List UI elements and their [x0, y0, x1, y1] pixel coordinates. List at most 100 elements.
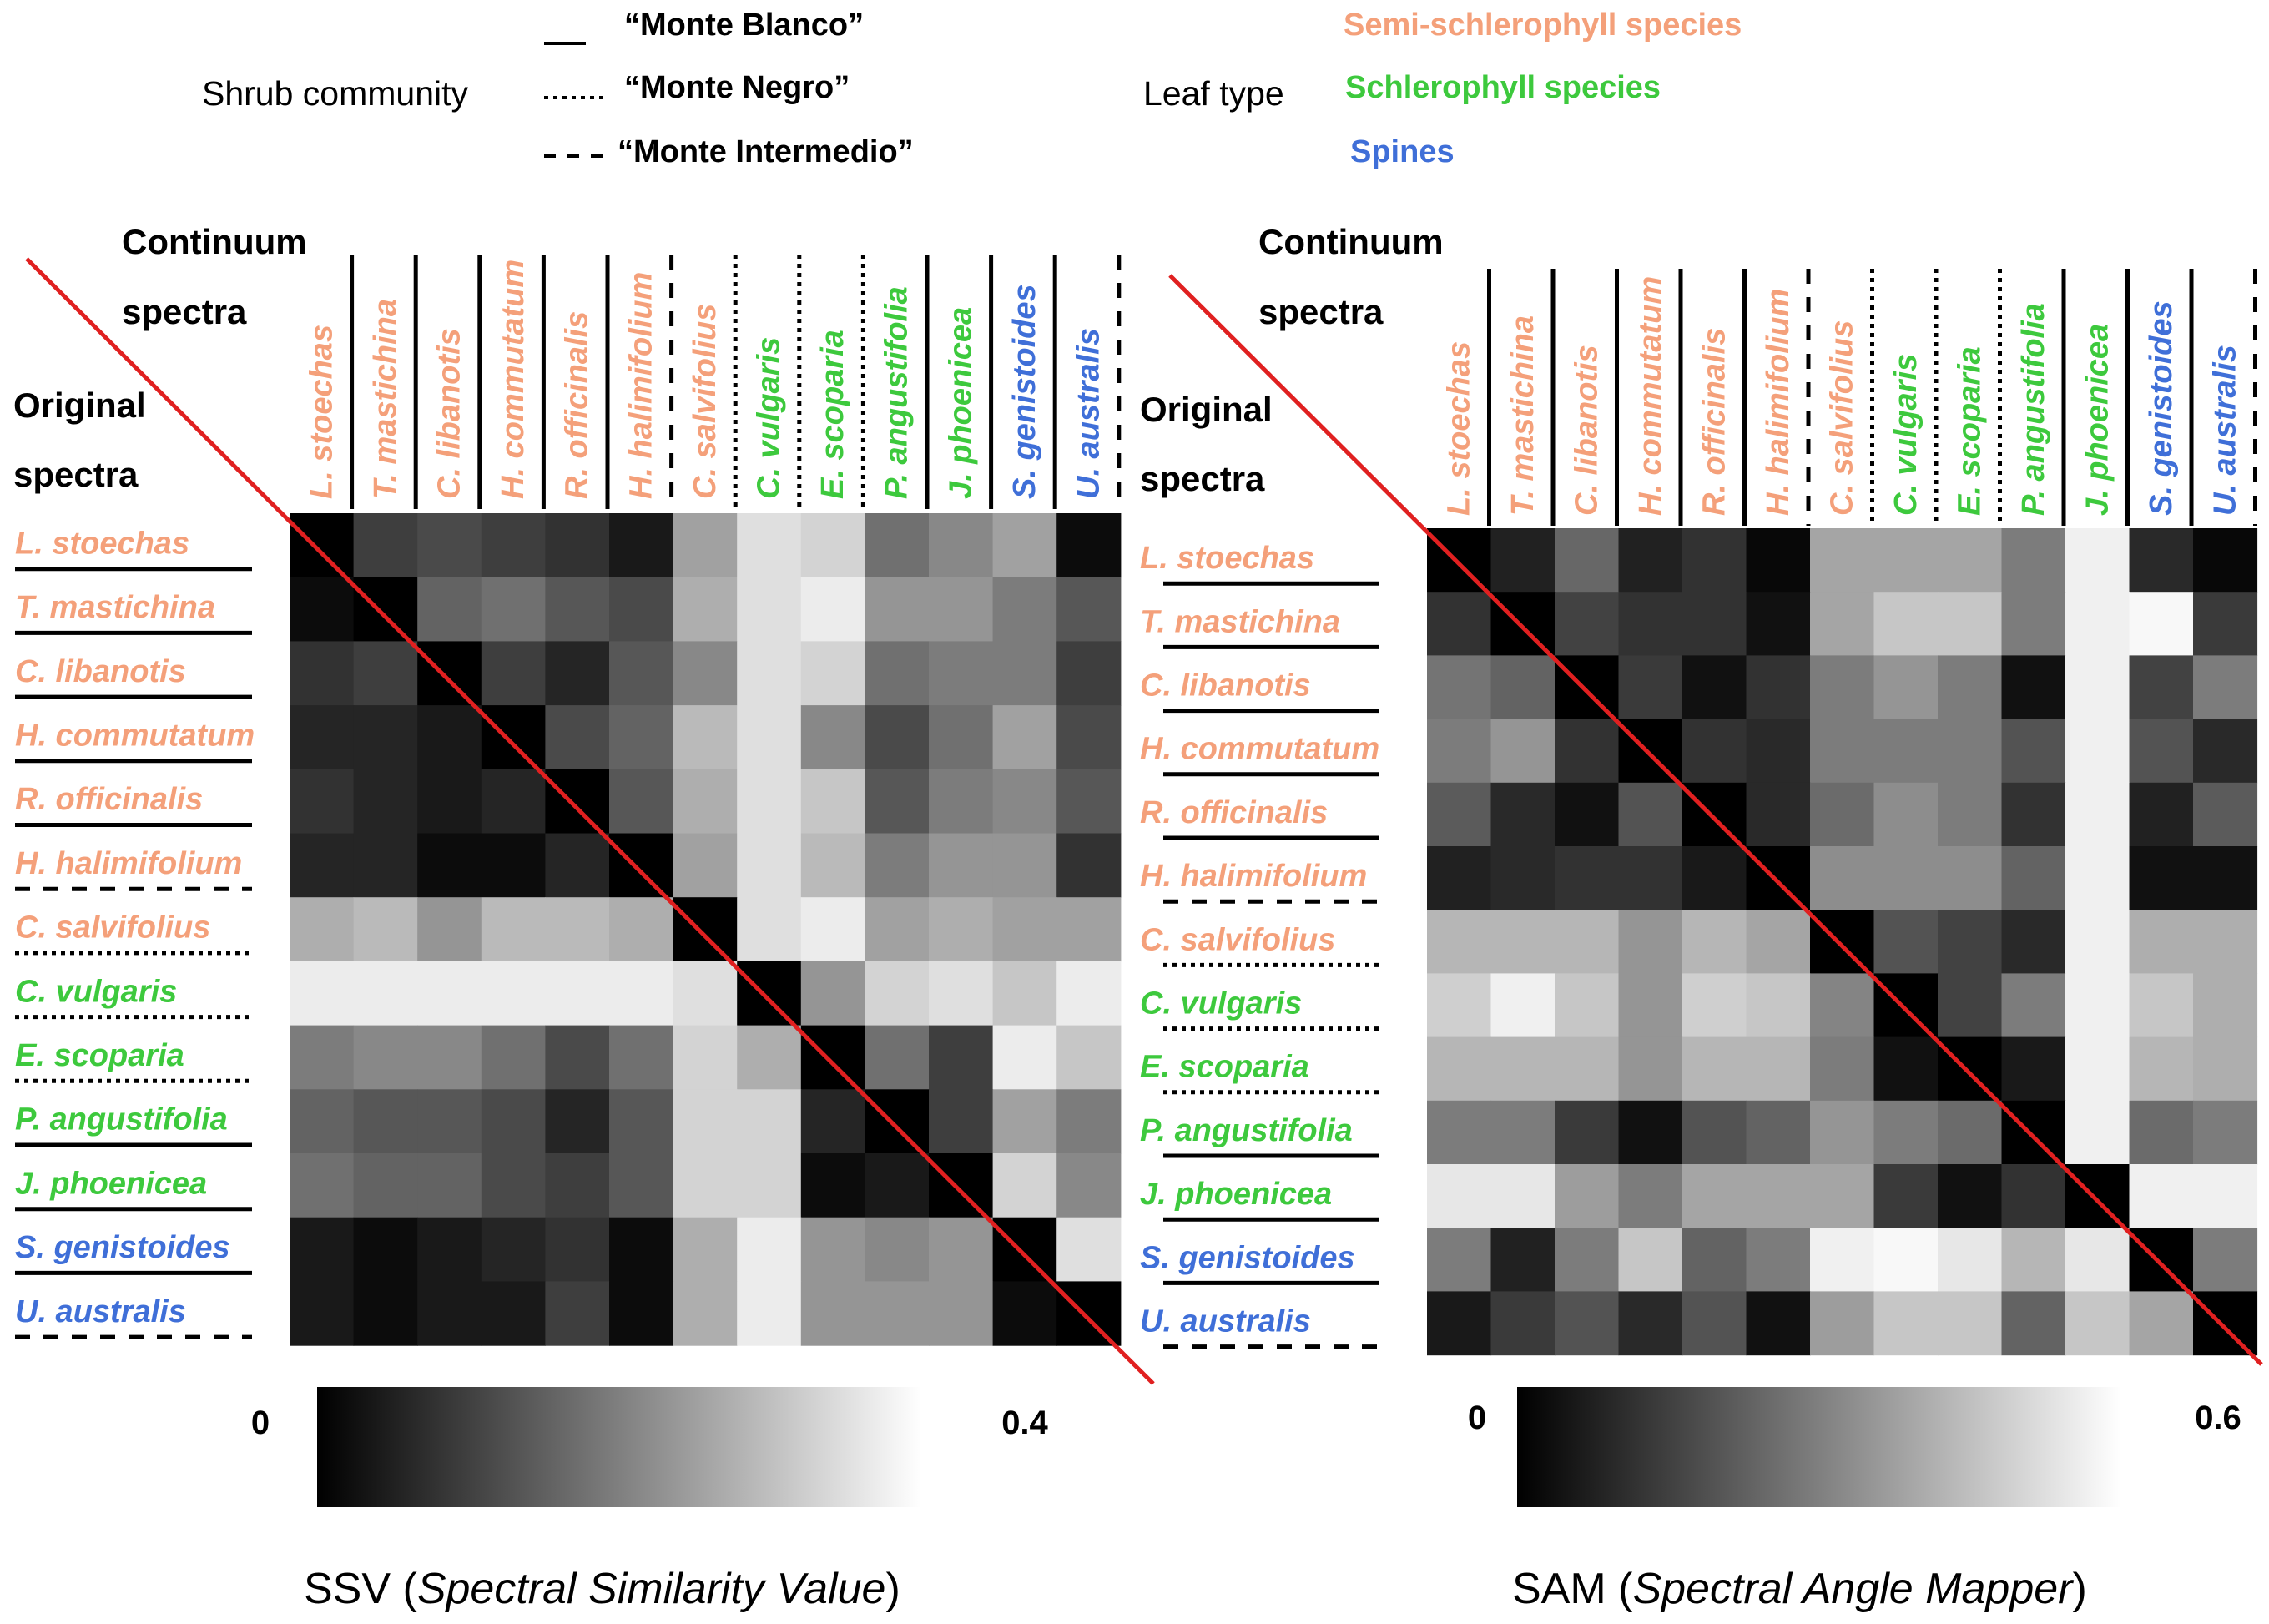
- sam-column-label: C. libanotis: [1569, 345, 1604, 516]
- sam-cell: [1810, 528, 1875, 593]
- sam-cell: [1810, 846, 1875, 910]
- ssv-cell: [609, 641, 674, 706]
- sam-column-label: P. angustifolia: [2016, 303, 2051, 516]
- ssv-cell: [865, 1153, 930, 1218]
- sam-cell: [1938, 719, 2003, 784]
- ssv-cell: [1056, 769, 1122, 835]
- sam-column-label: E. scoparia: [1952, 346, 1987, 516]
- sam-cell: [2001, 973, 2066, 1038]
- sam-cell: [1618, 1164, 1683, 1228]
- ssv-row-label: J. phoenicea: [15, 1166, 207, 1201]
- ssv-cell: [290, 833, 355, 898]
- ssv-cell: [737, 1153, 802, 1218]
- sam-cell: [2065, 719, 2130, 784]
- sam-cell: [1873, 655, 1939, 720]
- ssv-cell: [737, 705, 802, 770]
- sam-row-label: L. stoechas: [1140, 541, 1314, 576]
- sam-cell: [1938, 592, 2003, 656]
- sam-cell: [2065, 528, 2130, 593]
- ssv-cell: [865, 1217, 930, 1282]
- sam-cell: [2129, 782, 2194, 847]
- sam-cell: [1746, 910, 1811, 974]
- ssv-cell: [800, 833, 865, 898]
- sam-title: SAM (Spectral Angle Mapper): [1512, 1565, 2087, 1613]
- sam-colorbar: [1517, 1387, 2121, 1507]
- ssv-cell: [929, 1281, 994, 1346]
- sam-cell: [1810, 1036, 1875, 1102]
- sam-cell: [1746, 1164, 1811, 1228]
- sam-cell: [1555, 1036, 1620, 1102]
- sam-cell: [1555, 655, 1620, 720]
- sam-cell: [1490, 655, 1556, 720]
- ssv-cell: [800, 897, 865, 962]
- ssv-cell: [290, 1281, 355, 1346]
- ssv-cell: [481, 577, 546, 642]
- sam-cell: [1746, 592, 1811, 656]
- sam-cell: [1810, 973, 1875, 1038]
- community-legend-title: Shrub community: [202, 74, 469, 113]
- ssv-cell: [417, 897, 482, 962]
- ssv-row-label: H. halimifolium: [15, 846, 242, 881]
- sam-cell: [2001, 1228, 2066, 1292]
- sam-cell: [1682, 1164, 1747, 1228]
- ssv-cell: [481, 1089, 546, 1154]
- ssv-cell: [992, 897, 1057, 962]
- sam-cell: [1873, 846, 1939, 910]
- sam-column-label: H. halimifolium: [1761, 289, 1796, 516]
- spines-label: Spines: [1350, 134, 1455, 169]
- ssv-cell: [800, 577, 865, 642]
- sam-cell: [2065, 1036, 2130, 1102]
- sam-cell: [1618, 846, 1683, 910]
- sam-cell: [1682, 910, 1747, 974]
- ssv-cell: [545, 1153, 610, 1218]
- ssv-cell: [865, 513, 930, 578]
- ssv-cell: [417, 1281, 482, 1346]
- sam-cell: [1682, 1291, 1747, 1356]
- ssv-cell: [353, 1281, 418, 1346]
- sam-cell: [1618, 528, 1683, 593]
- sam-cell: [1427, 1164, 1492, 1228]
- ssv-row-labels: L. stoechas T. mastichina C. libanotis H. c…: [15, 526, 255, 1339]
- sam-cell: [1490, 910, 1556, 974]
- leaf-type-legend: Leaf type Semi-schlerophyll species Schl…: [1143, 8, 1742, 169]
- sam-cell: [1618, 655, 1683, 720]
- ssv-cell: [929, 1025, 994, 1090]
- ssv-cell: [673, 769, 738, 835]
- sam-cell: [2065, 973, 2130, 1038]
- semi-schlerophyll-label: Semi-schlerophyll species: [1344, 8, 1742, 43]
- sam-cell: [2129, 655, 2194, 720]
- ssv-cell: [865, 833, 930, 898]
- ssv-column-label: C. salvifolius: [688, 304, 723, 499]
- ssv-cell: [929, 1153, 994, 1218]
- ssv-column-label: J. phoenicea: [943, 307, 978, 499]
- sam-row-header-line2: spectra: [1140, 459, 1265, 498]
- sam-column-header-line1: Continuum: [1258, 222, 1444, 261]
- ssv-cell: [609, 577, 674, 642]
- ssv-cell: [353, 833, 418, 898]
- sam-cell: [1618, 1228, 1683, 1292]
- ssv-column-label: P. angustifolia: [880, 286, 915, 499]
- ssv-cell: [737, 769, 802, 835]
- sam-cell: [1873, 1036, 1939, 1102]
- ssv-row-label: R. officinalis: [15, 782, 203, 817]
- ssv-cell: [545, 705, 610, 770]
- ssv-cell: [865, 769, 930, 835]
- ssv-cell: [737, 513, 802, 578]
- sam-column-label: S. genistoides: [2144, 300, 2179, 516]
- ssv-row-header-line2: spectra: [13, 455, 139, 494]
- ssv-cell: [1056, 1089, 1122, 1154]
- sam-cell: [1555, 1100, 1620, 1165]
- ssv-cell: [673, 1281, 738, 1346]
- ssv-cell: [481, 513, 546, 578]
- sam-cell: [2129, 592, 2194, 656]
- ssv-cell: [800, 961, 865, 1026]
- sam-cell: [2001, 719, 2066, 784]
- ssv-cell: [545, 641, 610, 706]
- ssv-cell: [353, 1217, 418, 1282]
- sam-cell: [1938, 1100, 2003, 1165]
- sam-cell: [1938, 910, 2003, 974]
- ssv-cell: [800, 1153, 865, 1218]
- ssv-cell: [992, 1217, 1057, 1282]
- ssv-cell: [865, 897, 930, 962]
- ssv-title: SSV (Spectral Similarity Value): [304, 1565, 900, 1613]
